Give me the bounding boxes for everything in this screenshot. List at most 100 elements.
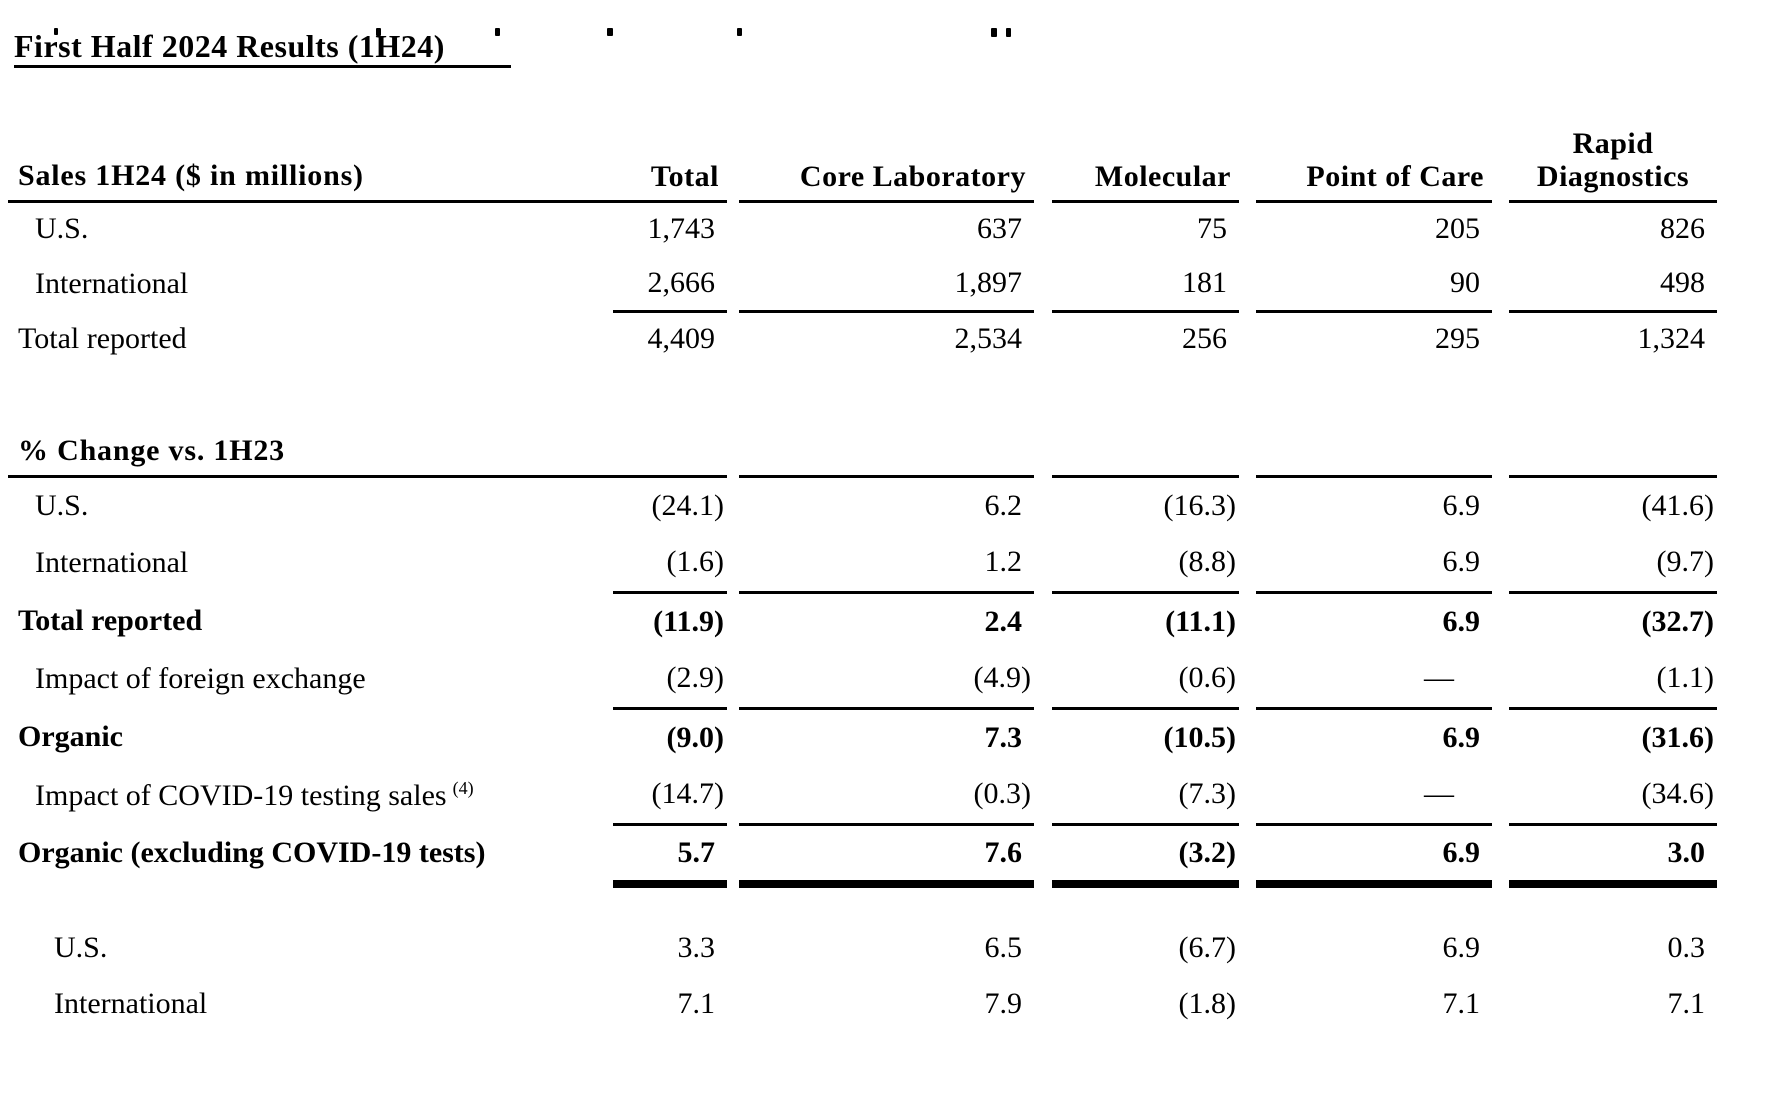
double-rule-segment [739, 880, 1034, 888]
double-rule-segment [1509, 880, 1717, 888]
column-gap [727, 650, 739, 708]
value-cell: 6.9 [1442, 931, 1481, 964]
sales-row-us: U.S. 1,743 637 75 205 826 [8, 201, 1717, 256]
value-cell: 6.9 [1442, 835, 1481, 869]
clipped-text-fragment [991, 28, 997, 37]
clipped-text-fragment [54, 28, 58, 35]
value-cell: 5.7 [677, 835, 716, 869]
column-gap [1239, 402, 1256, 476]
row-label: International [35, 546, 189, 579]
value-cell: 1,743 [647, 212, 716, 246]
value-cell: (31.6) [1641, 720, 1714, 754]
column-gap [1492, 476, 1509, 534]
row-label: International [54, 987, 208, 1020]
value-cell: (9.7) [1509, 534, 1717, 594]
double-rule-segment [613, 880, 727, 888]
rule-segment [613, 402, 727, 478]
value-cell: 6.9 [1256, 534, 1492, 594]
column-gap [1034, 592, 1052, 650]
value-cell: (2.9) [613, 650, 727, 710]
value-cell: 7.6 [984, 835, 1023, 869]
column-gap [1239, 201, 1256, 256]
section-spacer [8, 366, 1717, 402]
column-gap [1034, 476, 1052, 534]
value-cell: (10.5) [1163, 720, 1236, 754]
value-cell: 205 [1435, 212, 1480, 246]
value-cell: 7.1 [1442, 987, 1481, 1020]
double-rule-row [8, 880, 1717, 888]
change-header-row: % Change vs. 1H23 [8, 402, 1717, 478]
column-gap [1492, 311, 1509, 366]
column-gap [1034, 824, 1052, 882]
value-cell: 3.0 [1667, 835, 1706, 869]
column-gap [1239, 920, 1256, 976]
change-row-us: U.S. (24.1) 6.2 (16.3) 6.9 (41.6) [8, 476, 1717, 534]
value-cell: (11.9) [653, 604, 724, 638]
column-gap [727, 256, 739, 311]
value-cell: 7.9 [984, 987, 1023, 1020]
column-gap [1239, 824, 1256, 882]
value-cell: 90 [1256, 256, 1492, 313]
sales-row-international: International 2,666 1,897 181 90 498 [8, 256, 1717, 313]
column-gap [727, 101, 739, 201]
column-gap [1239, 256, 1256, 311]
value-cell: (1.8) [1178, 987, 1236, 1020]
column-gap [727, 920, 739, 976]
value-cell: 0.3 [1667, 931, 1706, 964]
table-header-row: Sales 1H24 ($ in millions) Total Core La… [8, 101, 1717, 203]
value-cell: — [1256, 766, 1492, 826]
value-cell: 6.5 [984, 931, 1023, 964]
column-gap [1239, 650, 1256, 708]
spacer [8, 886, 1717, 920]
value-cell: (9.0) [666, 720, 724, 754]
column-header-core-laboratory: Core Laboratory [739, 101, 1034, 203]
value-cell: (0.3) [739, 766, 1034, 826]
clipped-text-fragment [495, 28, 500, 36]
section-spacer [8, 886, 1717, 920]
row-label: U.S. [54, 931, 108, 964]
row-label: Total reported [18, 321, 187, 355]
column-gap [1239, 311, 1256, 366]
row-label: Impact of foreign exchange [35, 662, 366, 695]
column-gap [727, 402, 739, 476]
column-gap [727, 592, 739, 650]
change-row-organic-excluding-covid: Organic (excluding COVID-19 tests) 5.7 7… [8, 824, 1717, 882]
value-cell: (11.1) [1165, 604, 1236, 638]
clipped-text-fragment [607, 28, 613, 36]
column-gap [1239, 592, 1256, 650]
column-gap [1492, 920, 1509, 976]
value-cell: 6.2 [984, 488, 1023, 522]
change-row-covid-testing-sales: Impact of COVID-19 testing sales (4) (14.… [8, 766, 1717, 826]
value-cell: 826 [1660, 212, 1705, 246]
value-cell: (16.3) [1163, 488, 1236, 522]
footnote-marker: (4) [452, 777, 474, 798]
value-cell: 4,409 [647, 322, 716, 356]
column-gap [1492, 976, 1509, 1032]
column-header-total: Total [613, 101, 727, 203]
clipped-text-fragment [737, 28, 742, 36]
value-cell: 1.2 [739, 534, 1034, 594]
change-table-caption: % Change vs. 1H23 [8, 402, 613, 478]
rule-segment [739, 402, 1034, 478]
spacer [8, 366, 1717, 402]
value-cell: 256 [1182, 322, 1227, 356]
change-row-international: International (1.6) 1.2 (8.8) 6.9 (9.7) [8, 534, 1717, 594]
column-gap [1492, 708, 1509, 766]
column-gap [1492, 592, 1509, 650]
value-cell: 2,666 [613, 256, 727, 313]
column-gap [727, 766, 739, 824]
column-gap [1034, 766, 1052, 824]
column-gap [1239, 476, 1256, 534]
row-label: International [35, 266, 189, 300]
value-cell: 498 [1509, 256, 1717, 313]
column-gap [1034, 402, 1052, 476]
row-label: U.S. [35, 488, 89, 522]
column-gap [727, 201, 739, 256]
column-gap [1492, 101, 1509, 201]
value-cell: (7.3) [1052, 766, 1239, 826]
page-title: First Half 2024 Results (1H24) [14, 28, 1770, 68]
column-gap [1034, 201, 1052, 256]
column-gap [727, 708, 739, 766]
column-gap [1034, 101, 1052, 201]
value-cell: 181 [1052, 256, 1239, 313]
